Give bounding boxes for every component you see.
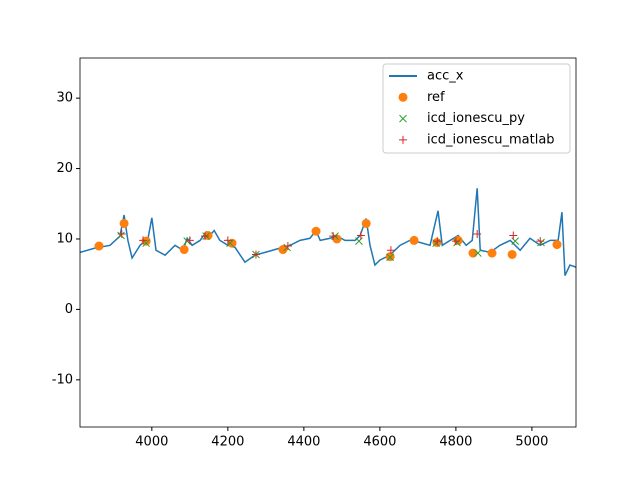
ref-point	[179, 245, 189, 255]
axes-frame	[79, 57, 577, 428]
x-tick-label: 4000	[135, 435, 168, 450]
ref-point	[409, 235, 419, 245]
plus-point	[251, 250, 260, 259]
ref-point	[552, 240, 562, 250]
ref-point	[487, 248, 497, 258]
x-tick-label: 4200	[211, 435, 244, 450]
legend-swatch	[398, 92, 408, 102]
plus-point	[536, 237, 545, 246]
ref-point	[94, 241, 104, 251]
legend-label: icd_ionescu_py	[427, 111, 525, 126]
plus-point	[473, 230, 482, 239]
y-tick-label: 0	[65, 302, 73, 317]
legend-label: acc_x	[427, 69, 464, 84]
ref-point	[203, 230, 213, 240]
legend-label: icd_ionescu_matlab	[427, 132, 555, 147]
x-tick-label: 4400	[287, 435, 320, 450]
legend-box	[382, 63, 571, 154]
plus-point	[433, 237, 442, 246]
ref-point	[141, 236, 151, 246]
plus-point	[329, 232, 338, 241]
y-tick-label: 10	[56, 231, 73, 246]
plus-point	[117, 230, 126, 239]
legend-swatch	[399, 135, 407, 144]
x-tick-label: 4600	[363, 435, 396, 450]
y-tick-label: 20	[56, 161, 73, 176]
legend-label: ref	[427, 90, 445, 105]
plus-point	[223, 236, 232, 245]
x-point	[453, 238, 461, 247]
plus-point	[509, 231, 518, 240]
plus-point	[356, 231, 365, 240]
ref-point	[278, 245, 288, 255]
x-tick-label: 5000	[515, 435, 548, 450]
plus-point	[201, 232, 210, 241]
plus-point	[451, 237, 460, 246]
x-point	[283, 243, 291, 252]
x-point	[117, 231, 125, 240]
plus-point	[283, 242, 292, 251]
x-point	[386, 253, 394, 262]
ref-point	[311, 226, 321, 236]
legend-swatch	[399, 114, 407, 123]
y-tick-label: -10	[52, 372, 73, 387]
ref-point	[119, 218, 129, 228]
x-tick-label: 4800	[439, 435, 472, 450]
y-tick-label: 30	[56, 91, 73, 106]
ref-point	[227, 238, 237, 248]
ref-point	[361, 218, 371, 228]
plus-point	[386, 246, 395, 255]
ref-point	[468, 248, 478, 258]
x-point	[474, 249, 482, 257]
plus-point	[139, 236, 148, 245]
plus-point	[185, 236, 194, 245]
ref-point	[507, 249, 517, 259]
marks	[80, 188, 576, 276]
x-point	[537, 238, 545, 247]
